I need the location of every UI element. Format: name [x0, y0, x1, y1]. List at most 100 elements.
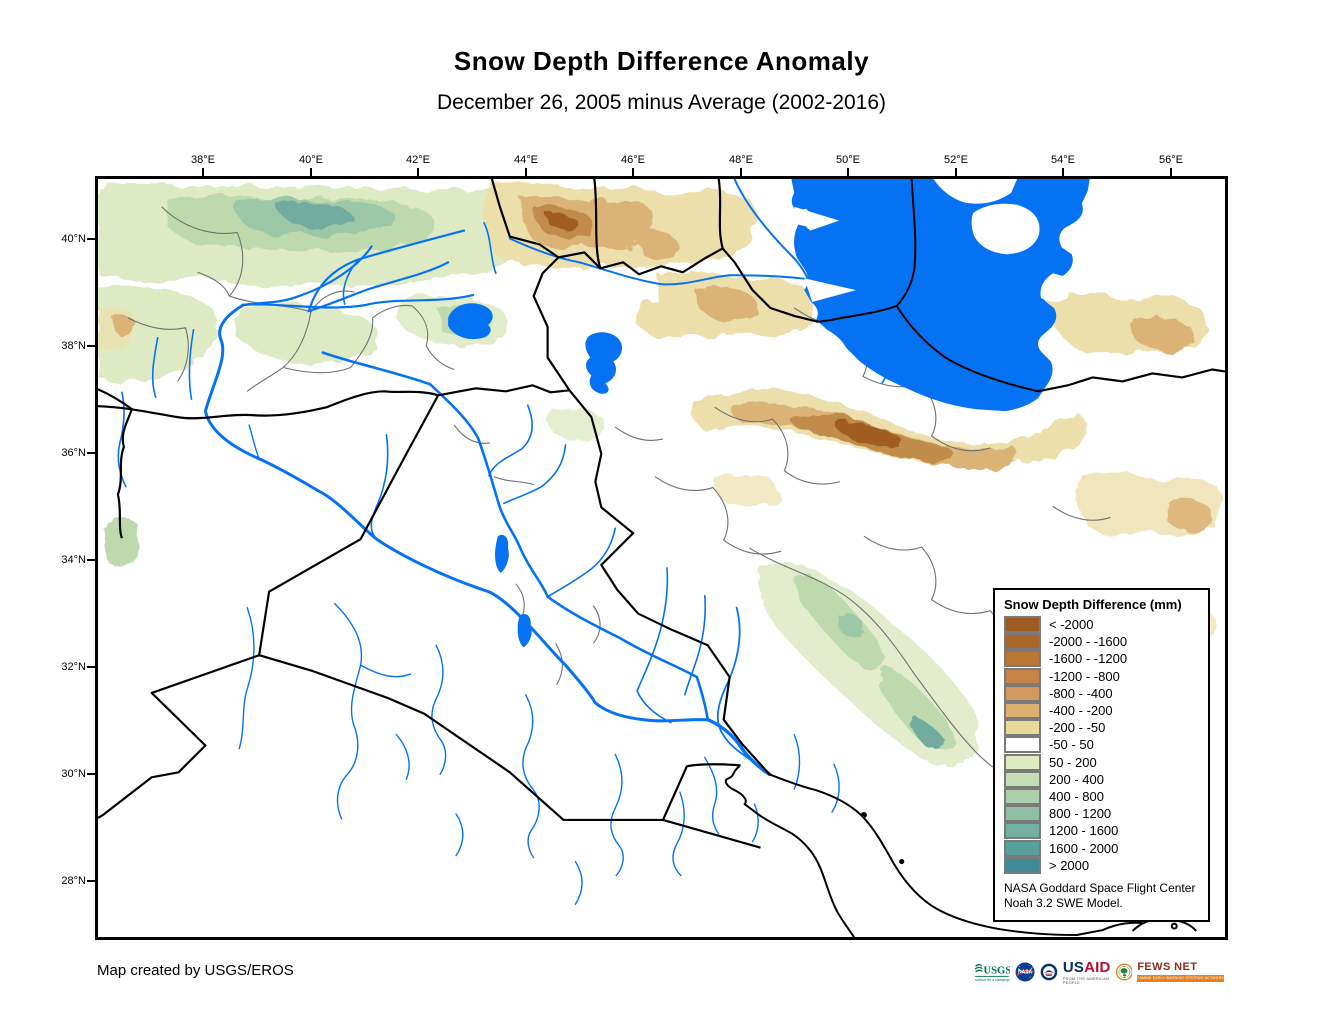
turkey-iraq-border — [437, 384, 570, 397]
lon-label: 50°E — [836, 154, 860, 166]
caspian-north-bay — [933, 179, 1018, 204]
absheron-peninsula — [804, 278, 856, 303]
legend-swatch — [1004, 650, 1041, 668]
usaid-aid: AID — [1084, 958, 1111, 976]
legend-row: -200 - -50 — [995, 719, 1208, 737]
lat-tick — [87, 559, 95, 561]
legend-swatch — [1004, 753, 1041, 771]
lake-razzaza — [517, 614, 532, 648]
lon-tick — [847, 168, 849, 176]
caspian-maritime-borders — [818, 179, 1039, 393]
legend: Snow Depth Difference (mm) < -2000 -2000… — [993, 588, 1210, 922]
legend-swatch — [1004, 684, 1041, 702]
lon-tick — [955, 168, 957, 176]
legend-label: 50 - 200 — [1049, 754, 1097, 770]
lon-tick — [417, 168, 419, 176]
usaid-us: US — [1062, 958, 1085, 976]
turkey-syria-border — [98, 390, 439, 420]
lat-label: 28°N — [61, 875, 86, 887]
legend-swatch — [1004, 805, 1041, 823]
iran-turkmenistan-border — [1037, 368, 1225, 393]
lat-label: 40°N — [61, 233, 86, 245]
anomaly-zagros-green — [758, 562, 979, 766]
legend-swatch — [1004, 787, 1041, 805]
kizilirmak-river — [307, 229, 466, 313]
legend-note-line2: Noah 3.2 SWE Model. — [1004, 895, 1123, 910]
caspian-east-notch — [1040, 273, 1071, 303]
lon-label: 42°E — [406, 154, 430, 166]
map-canvas — [98, 179, 1225, 937]
legend-swatch — [1004, 856, 1041, 874]
lon-label: 40°E — [299, 154, 323, 166]
legend-row: -2000 - -1600 — [995, 633, 1208, 651]
karun-river — [716, 606, 766, 774]
mediterranean-coast — [98, 388, 133, 539]
logo-row: USGS science for a changing world NASA U… — [974, 948, 1224, 996]
legend-swatch — [1004, 702, 1041, 720]
legend-row: 800 - 1200 — [995, 805, 1208, 823]
lon-label: 44°E — [514, 154, 538, 166]
legend-note: NASA Goddard Space Flight Center Noah 3.… — [995, 874, 1208, 911]
kara-bogaz-gol — [971, 203, 1040, 255]
lon-tick — [202, 168, 204, 176]
kharg-island-dot — [860, 811, 867, 818]
lon-tick — [740, 168, 742, 176]
jordan-saudi-border — [98, 654, 260, 819]
legend-swatch — [1004, 736, 1041, 754]
page-title: Snow Depth Difference Anomaly — [453, 46, 870, 76]
nasa-logo: NASA — [1015, 962, 1035, 982]
iran-iraq-border — [568, 389, 771, 776]
legend-row: 50 - 200 — [995, 753, 1208, 771]
legend-row: 400 - 800 — [995, 787, 1208, 805]
lat-tick — [87, 238, 95, 240]
legend-label: > 2000 — [1049, 857, 1090, 873]
tigris-river — [321, 351, 710, 722]
svg-text:USGS: USGS — [984, 966, 1010, 977]
lon-label: 38°E — [191, 154, 215, 166]
aras-river — [508, 237, 810, 286]
lat-tick — [87, 452, 95, 454]
legend-swatch — [1004, 719, 1041, 737]
syria-iraq-jordan-border — [258, 394, 440, 656]
legend-label: 200 - 400 — [1049, 771, 1104, 787]
aras-borders — [558, 247, 819, 323]
fewsnet-bar: FAMINE EARLY WARNING SYSTEMS NETWORK — [1137, 975, 1224, 982]
legend-label: 400 - 800 — [1049, 788, 1104, 804]
legend-row: 1200 - 1600 — [995, 822, 1208, 840]
lon-tick — [632, 168, 634, 176]
fewsnet-globe-icon — [1115, 963, 1133, 981]
fewsnet-tagline: FAMINE EARLY WARNING SYSTEMS NETWORK — [1137, 975, 1224, 980]
map-frame — [95, 176, 1228, 940]
legend-swatch — [1004, 633, 1041, 651]
gulf-island-dot — [1170, 922, 1178, 930]
lon-tick — [310, 168, 312, 176]
lon-tick — [1170, 168, 1172, 176]
lat-label: 38°N — [61, 340, 86, 352]
lake-tharthar — [495, 534, 509, 573]
lon-label: 48°E — [729, 154, 753, 166]
rivers — [117, 179, 909, 905]
legend-swatch — [1004, 616, 1041, 634]
arabian-coast — [724, 765, 855, 937]
lat-tick — [87, 666, 95, 668]
legend-label: -1200 - -800 — [1049, 668, 1120, 684]
turkey-iran-armenia-border — [490, 179, 571, 391]
svg-text:NASA: NASA — [1018, 970, 1033, 976]
fewsnet-name: FEWS NET — [1137, 961, 1198, 973]
legend-label: -800 - -400 — [1049, 685, 1113, 701]
legend-row: -800 - -400 — [995, 684, 1208, 702]
legend-row: -1600 - -1200 — [995, 650, 1208, 668]
legend-label: < -2000 — [1049, 617, 1094, 633]
usaid-tagline: FROM THE AMERICAN PEOPLE — [1062, 975, 1110, 985]
lon-label: 54°E — [1051, 154, 1075, 166]
svg-text:science for a changing world: science for a changing world — [975, 978, 1010, 982]
lon-label: 46°E — [621, 154, 645, 166]
lon-tick — [1062, 168, 1064, 176]
legend-label: 1200 - 1600 — [1049, 823, 1119, 839]
caspian-nw-notch — [794, 206, 840, 231]
lat-tick — [87, 773, 95, 775]
euphrates-river — [203, 303, 710, 723]
lat-tick — [87, 345, 95, 347]
legend-label: 1600 - 2000 — [1049, 840, 1119, 856]
